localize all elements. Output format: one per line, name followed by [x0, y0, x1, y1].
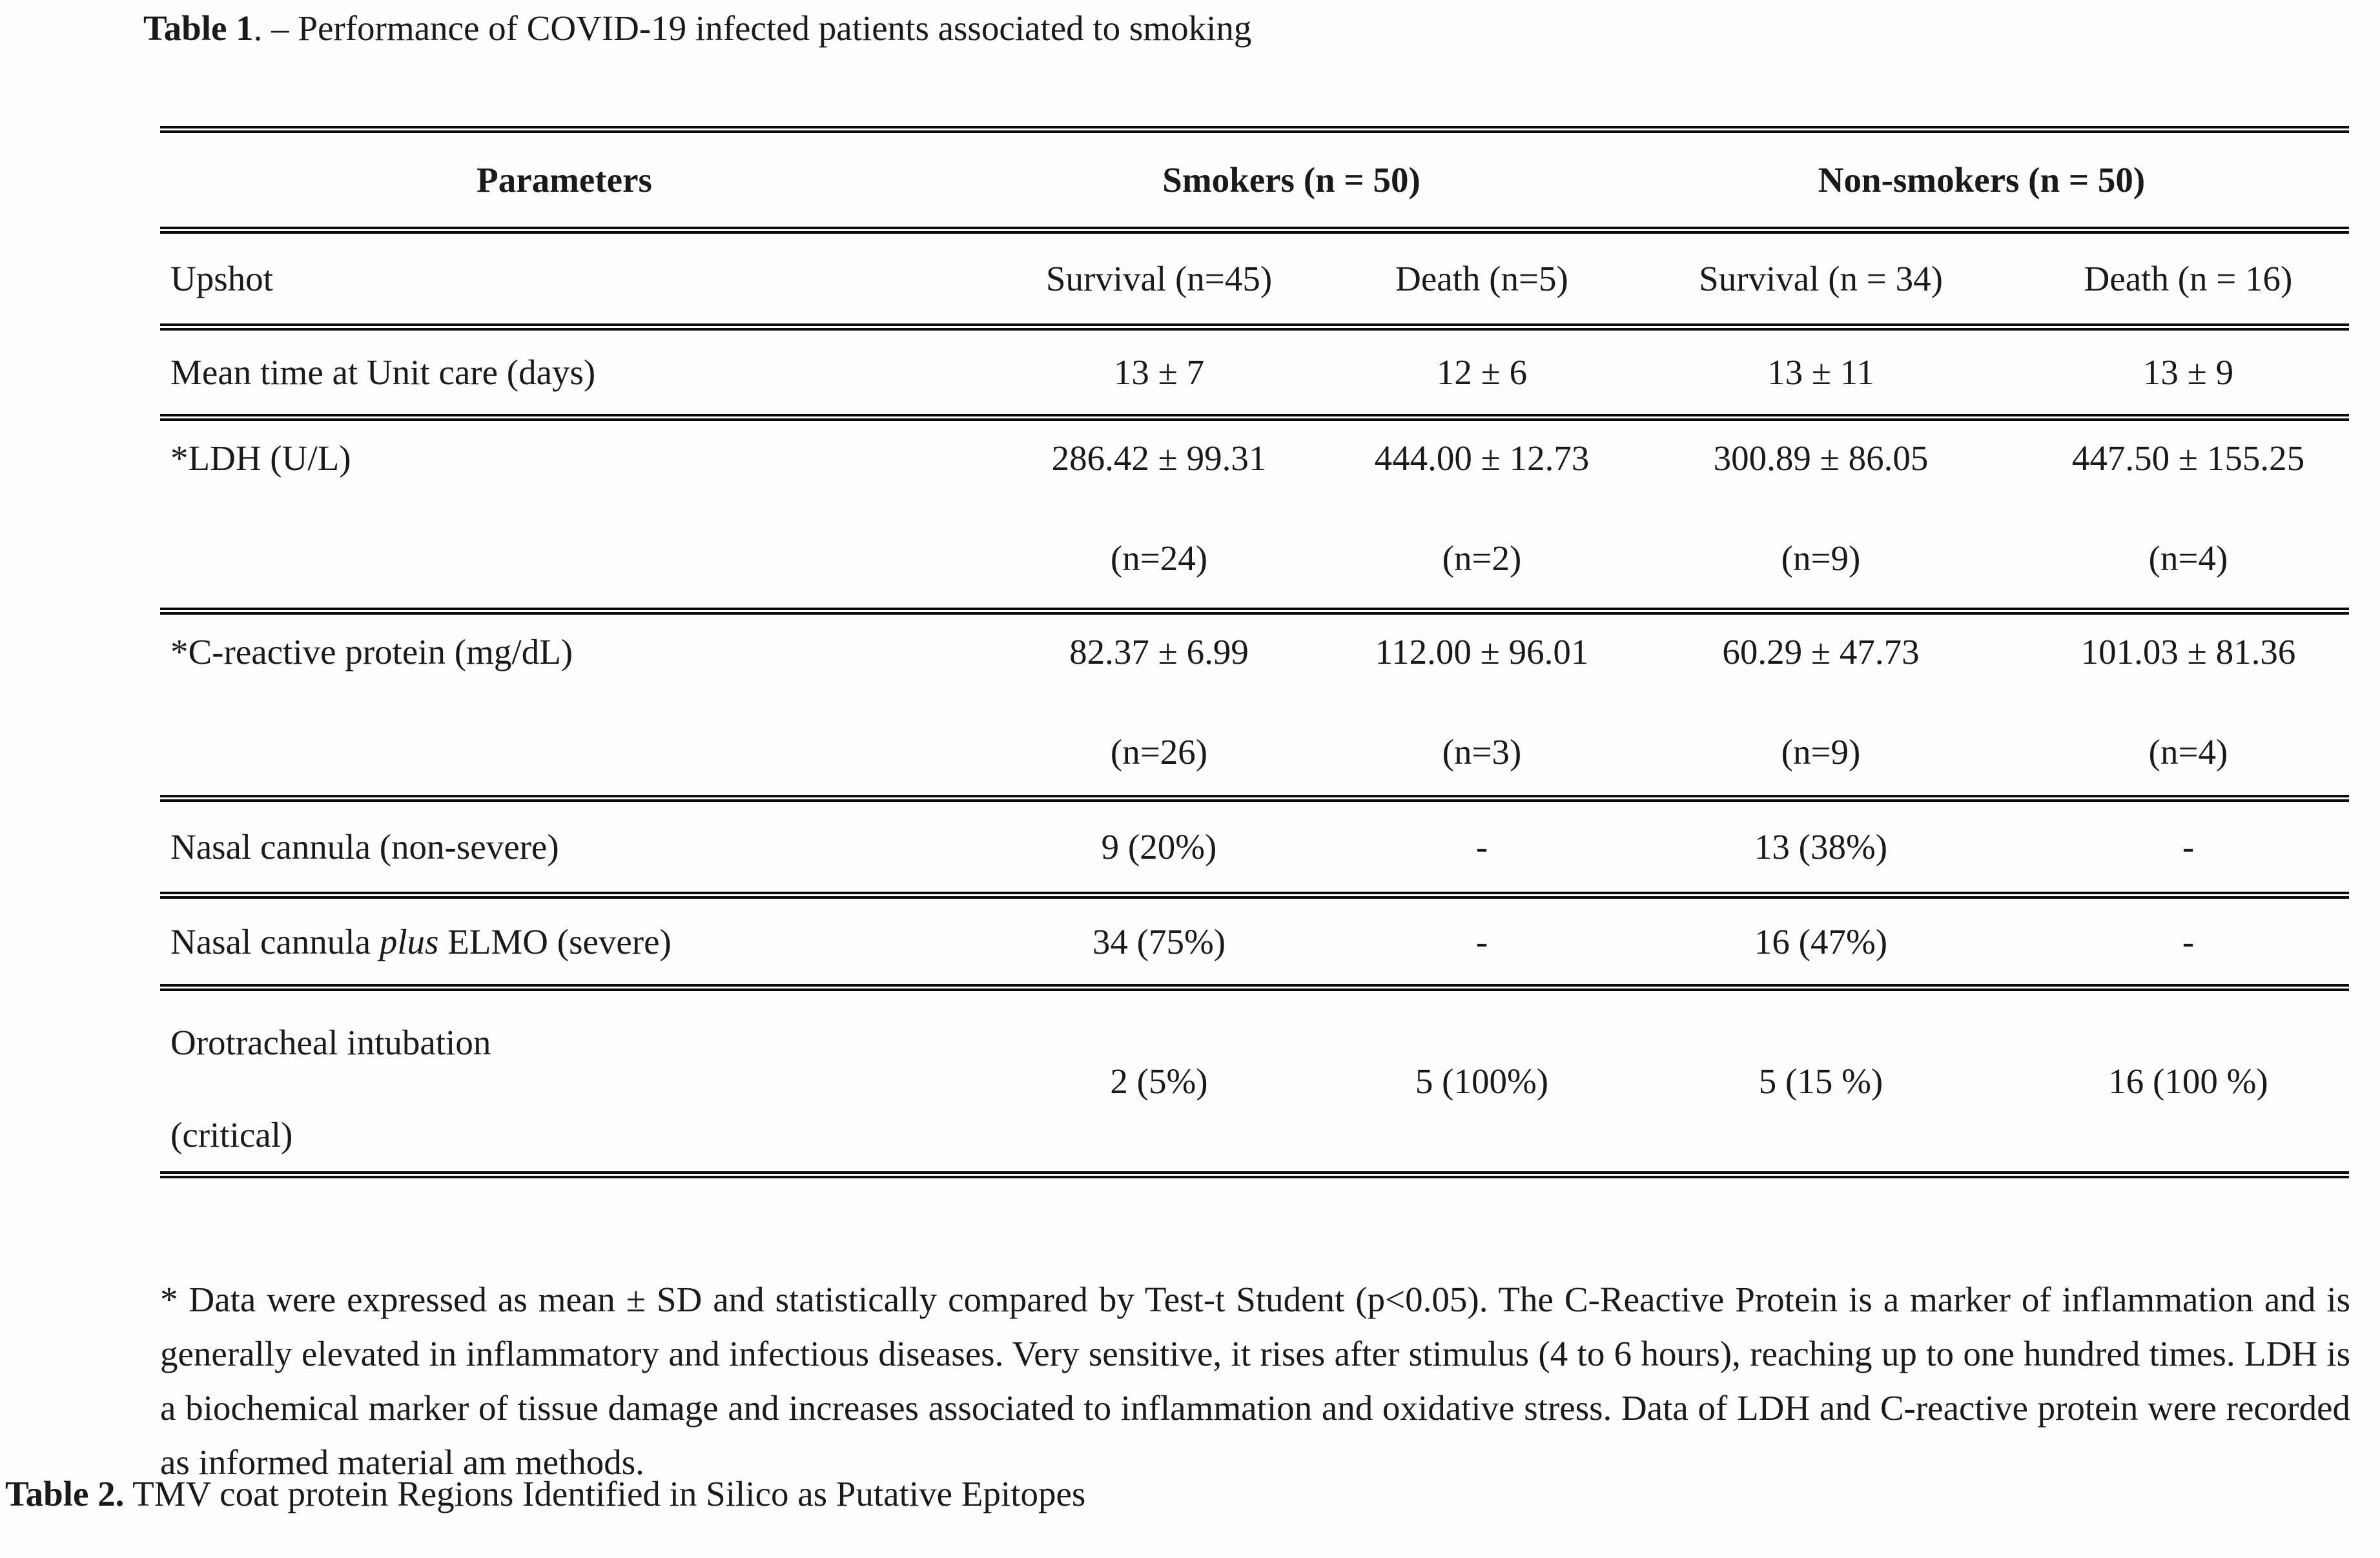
crp-cell: 101.03 ± 81.36 (n=4): [2027, 611, 2349, 802]
orotracheal-value: 5 (100%): [1349, 987, 1614, 1178]
orotracheal-label: Orotracheal intubation (critical): [160, 987, 969, 1178]
ldh-cell: 300.89 ± 86.05 (n=9): [1614, 417, 2027, 615]
upshot-col-nonsmokers-survival: Survival (n = 34): [1614, 230, 2027, 331]
crp-n: (n=26): [1110, 732, 1208, 772]
orotracheal-value: 16 (100 %): [2027, 987, 2349, 1178]
table1-footnote: * Data were expressed as mean ± SD and s…: [160, 1280, 2350, 1482]
row-upshot: Upshot Survival (n=45) Death (n=5) Survi…: [160, 230, 2349, 331]
nasal-cannula-value: 13 (38%): [1614, 798, 2027, 899]
header-smokers-group: Smokers (n = 50): [969, 126, 1614, 234]
mean-time-value: 13 ± 11: [1614, 327, 2027, 421]
upshot-col-nonsmokers-death: Death (n = 16): [2027, 230, 2349, 331]
crp-value: 82.37 ± 6.99: [1069, 632, 1249, 671]
upshot-col-smokers-survival: Survival (n=45): [969, 230, 1349, 331]
mean-time-value: 13 ± 7: [969, 327, 1349, 421]
mean-time-value: 13 ± 9: [2027, 327, 2349, 421]
table2-caption: Table 2. TMV coat protein Regions Identi…: [5, 1473, 1085, 1514]
nasal-cannula-label: Nasal cannula (non-severe): [160, 798, 969, 899]
ldh-n: (n=24): [1110, 538, 1208, 578]
nasal-elmo-label-pre: Nasal cannula: [170, 921, 380, 961]
ldh-value: 447.50 ± 155.25: [2071, 438, 2305, 478]
nasal-elmo-value: -: [1349, 895, 1614, 991]
row-c-reactive-protein: *C-reactive protein (mg/dL) 82.37 ± 6.99…: [160, 611, 2349, 802]
ldh-value: 286.42 ± 99.31: [1051, 438, 1267, 478]
row-mean-time: Mean time at Unit care (days) 13 ± 7 12 …: [160, 327, 2349, 421]
crp-value: 101.03 ± 81.36: [2080, 632, 2296, 671]
crp-value: 60.29 ± 47.73: [1722, 632, 1920, 671]
orotracheal-label-line2: (critical): [170, 1115, 293, 1154]
row-orotracheal-intubation: Orotracheal intubation (critical) 2 (5%)…: [160, 987, 2349, 1178]
crp-n: (n=4): [2148, 732, 2228, 772]
header-parameters: Parameters: [160, 126, 969, 234]
nasal-cannula-value: -: [1349, 798, 1614, 899]
orotracheal-value: 2 (5%): [969, 987, 1349, 1178]
nasal-elmo-value: -: [2027, 895, 2349, 991]
crp-n: (n=9): [1781, 732, 1861, 772]
row-ldh: *LDH (U/L) 286.42 ± 99.31 (n=24) 444.00 …: [160, 417, 2349, 615]
crp-value: 112.00 ± 96.01: [1375, 632, 1589, 671]
row-nasal-cannula-elmo: Nasal cannula plus ELMO (severe) 34 (75%…: [160, 895, 2349, 991]
row-nasal-cannula: Nasal cannula (non-severe) 9 (20%) - 13 …: [160, 798, 2349, 899]
nasal-cannula-value: -: [2027, 798, 2349, 899]
ldh-cell: 447.50 ± 155.25 (n=4): [2027, 417, 2349, 615]
table1-caption-text: . – Performance of COVID-19 infected pat…: [253, 8, 1252, 48]
ldh-n: (n=9): [1781, 538, 1861, 578]
table2-caption-label: Table 2.: [5, 1474, 125, 1513]
table1: Parameters Smokers (n = 50) Non-smokers …: [160, 126, 2349, 1178]
ldh-value: 300.89 ± 86.05: [1713, 438, 1929, 478]
nasal-elmo-value: 34 (75%): [969, 895, 1349, 991]
ldh-value: 444.00 ± 12.73: [1374, 438, 1590, 478]
nasal-elmo-label-italic: plus: [379, 921, 439, 961]
table1-caption-label: Table 1: [143, 8, 254, 48]
nasal-elmo-value: 16 (47%): [1614, 895, 2027, 991]
table1-caption: Table 1. – Performance of COVID-19 infec…: [143, 8, 1251, 48]
mean-time-label: Mean time at Unit care (days): [160, 327, 969, 421]
upshot-label: Upshot: [160, 230, 969, 331]
ldh-cell: 444.00 ± 12.73 (n=2): [1349, 417, 1614, 615]
table1-header-row: Parameters Smokers (n = 50) Non-smokers …: [160, 126, 2349, 234]
nasal-cannula-value: 9 (20%): [969, 798, 1349, 899]
ldh-n: (n=4): [2148, 538, 2228, 578]
header-nonsmokers-group: Non-smokers (n = 50): [1614, 126, 2349, 234]
crp-n: (n=3): [1442, 732, 1522, 772]
nasal-elmo-label-post: ELMO (severe): [438, 921, 672, 961]
upshot-col-smokers-death: Death (n=5): [1349, 230, 1614, 331]
crp-cell: 112.00 ± 96.01 (n=3): [1349, 611, 1614, 802]
orotracheal-value: 5 (15 %): [1614, 987, 2027, 1178]
crp-label: *C-reactive protein (mg/dL): [160, 611, 969, 802]
nasal-elmo-label: Nasal cannula plus ELMO (severe): [160, 895, 969, 991]
orotracheal-label-line1: Orotracheal intubation: [170, 1023, 491, 1062]
crp-cell: 82.37 ± 6.99 (n=26): [969, 611, 1349, 802]
table2-caption-text: TMV coat protein Regions Identified in S…: [124, 1474, 1086, 1513]
crp-cell: 60.29 ± 47.73 (n=9): [1614, 611, 2027, 802]
mean-time-value: 12 ± 6: [1349, 327, 1614, 421]
ldh-n: (n=2): [1442, 538, 1522, 578]
ldh-cell: 286.42 ± 99.31 (n=24): [969, 417, 1349, 615]
ldh-label: *LDH (U/L): [160, 417, 969, 615]
